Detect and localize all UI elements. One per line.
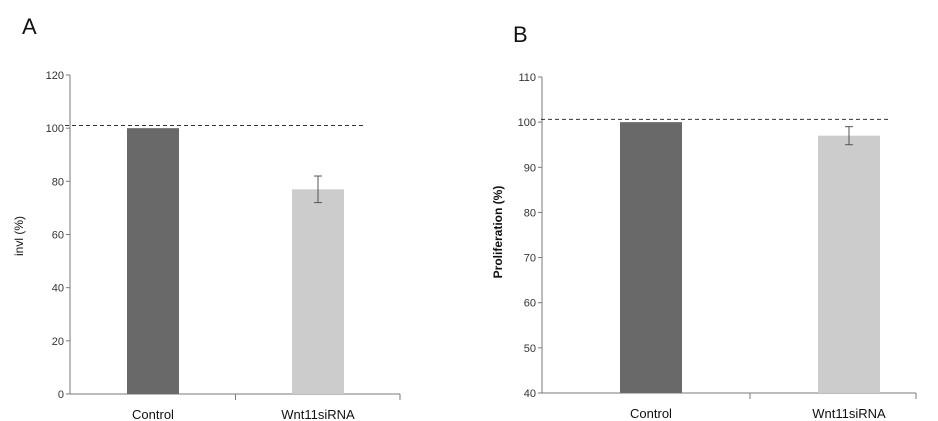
category-label: Control: [630, 406, 672, 421]
y-tick-label: 100: [518, 117, 536, 129]
y-tick-label: 120: [46, 70, 64, 82]
bar-wnt11sirna: [292, 189, 344, 394]
y-tick-label: 100: [46, 123, 64, 135]
y-axis-label-b: Proliferation (%): [491, 186, 505, 279]
category-label: Wnt11siRNA: [812, 406, 886, 421]
y-tick-label: 80: [52, 176, 64, 188]
category-label: Wnt11siRNA: [281, 407, 355, 421]
chart-panel-a: A invl (%) 0 20 40 60 80 100 120 Control Wnt11si…: [12, 14, 401, 421]
panel-label-a: A: [22, 14, 37, 39]
y-axis-label-a: invl (%): [12, 216, 26, 256]
y-tick-label: 40: [524, 388, 536, 400]
y-tick-label: 70: [524, 253, 536, 265]
y-tick-label: 80: [524, 207, 536, 219]
y-tick-label: 90: [524, 162, 536, 174]
chart-panel-b: B Proliferation (%) 40 50 60 70 80 90 100 110 Co…: [491, 22, 917, 421]
y-tick-label: 40: [52, 283, 64, 295]
category-label: Control: [132, 407, 174, 421]
y-tick-label: 60: [524, 298, 536, 310]
y-tick-label: 50: [524, 343, 536, 355]
y-tick-label: 110: [518, 72, 536, 84]
panel-label-b: B: [513, 22, 528, 47]
bar-control: [620, 122, 682, 394]
y-tick-label: 0: [58, 389, 64, 401]
bar-wnt11sirna: [818, 135, 880, 393]
y-tick-label: 20: [52, 336, 64, 348]
y-tick-label: 60: [52, 230, 64, 242]
bar-control: [127, 128, 179, 394]
